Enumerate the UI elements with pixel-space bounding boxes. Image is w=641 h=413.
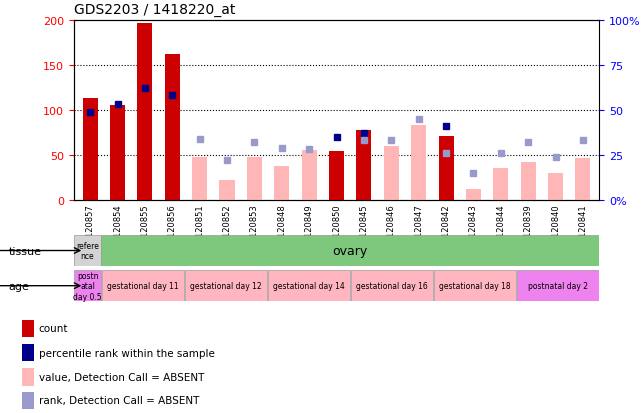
Text: postn
atal
day 0.5: postn atal day 0.5 (73, 271, 102, 301)
Bar (517, 271, 599, 301)
Text: GSM120844: GSM120844 (496, 204, 505, 254)
Text: refere
nce: refere nce (76, 241, 99, 261)
Bar (137, 24, 153, 200)
Text: ovary: ovary (333, 244, 368, 257)
Bar (219, 180, 235, 200)
Bar (185, 271, 267, 301)
Bar (356, 130, 371, 200)
Text: rank, Detection Call = ABSENT: rank, Detection Call = ABSENT (38, 395, 199, 406)
Text: GSM120857: GSM120857 (86, 204, 95, 254)
Bar (411, 126, 426, 200)
Text: GSM120841: GSM120841 (578, 204, 587, 254)
Text: age: age (8, 281, 29, 291)
Text: GSM120854: GSM120854 (113, 204, 122, 254)
Bar (268, 271, 350, 301)
Text: count: count (38, 323, 68, 334)
Bar (520, 163, 536, 200)
Bar (247, 158, 262, 200)
Text: GSM120843: GSM120843 (469, 204, 478, 254)
Bar (22, 320, 33, 337)
Text: GSM120846: GSM120846 (387, 204, 395, 254)
Text: GSM120842: GSM120842 (442, 204, 451, 254)
Bar (110, 106, 125, 200)
Text: GSM120850: GSM120850 (332, 204, 341, 254)
Text: GSM120845: GSM120845 (360, 204, 369, 254)
Text: GSM120848: GSM120848 (278, 204, 287, 254)
Text: gestational day 11: gestational day 11 (107, 282, 179, 290)
Bar (74, 235, 101, 266)
Text: GDS2203 / 1418220_at: GDS2203 / 1418220_at (74, 3, 235, 17)
Bar (274, 167, 289, 200)
Text: gestational day 14: gestational day 14 (273, 282, 345, 290)
Bar (351, 271, 433, 301)
Bar (22, 392, 33, 409)
Bar (22, 368, 33, 386)
Bar (102, 271, 184, 301)
Bar (329, 152, 344, 200)
Text: GSM120856: GSM120856 (168, 204, 177, 254)
Text: GSM120847: GSM120847 (414, 204, 423, 254)
Bar (434, 271, 516, 301)
Text: value, Detection Call = ABSENT: value, Detection Call = ABSENT (38, 372, 204, 382)
Text: gestational day 12: gestational day 12 (190, 282, 262, 290)
Bar (74, 271, 101, 301)
Bar (22, 344, 33, 361)
Text: gestational day 18: gestational day 18 (439, 282, 511, 290)
Text: GSM120849: GSM120849 (304, 204, 313, 254)
Bar (548, 173, 563, 200)
Bar (438, 137, 454, 200)
Text: GSM120839: GSM120839 (524, 204, 533, 254)
Text: gestational day 16: gestational day 16 (356, 282, 428, 290)
Text: GSM120840: GSM120840 (551, 204, 560, 254)
Bar (384, 147, 399, 200)
Bar (165, 55, 179, 200)
Bar (576, 159, 590, 200)
Bar (494, 169, 508, 200)
Text: GSM120852: GSM120852 (222, 204, 231, 254)
Text: GSM120851: GSM120851 (195, 204, 204, 254)
Text: GSM120855: GSM120855 (140, 204, 149, 254)
Text: percentile rank within the sample: percentile rank within the sample (38, 348, 214, 358)
Text: tissue: tissue (8, 246, 41, 256)
Bar (466, 190, 481, 200)
Bar (192, 157, 207, 200)
Text: postnatal day 2: postnatal day 2 (528, 282, 588, 290)
Bar (302, 151, 317, 200)
Text: GSM120853: GSM120853 (250, 204, 259, 254)
Bar (83, 99, 97, 200)
